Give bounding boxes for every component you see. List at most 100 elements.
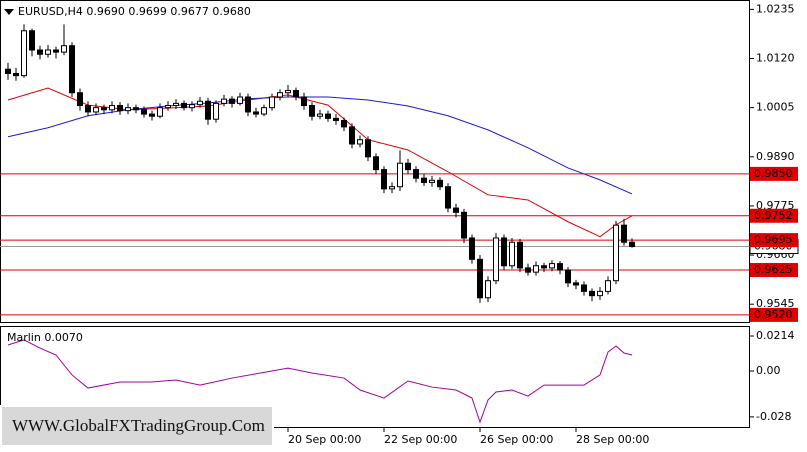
y-tick-label: 0.00 (756, 364, 781, 377)
candle-body (581, 284, 587, 292)
candle-body (469, 237, 475, 260)
candle-body (109, 105, 115, 111)
indicator-title: Marlin 0.0070 (7, 331, 83, 344)
candle-body (253, 111, 259, 115)
candle-body (53, 49, 59, 53)
level-label: 0.9520 (754, 308, 793, 321)
candle-body (373, 156, 379, 171)
candle-body (149, 113, 155, 117)
candle-body (621, 224, 627, 243)
candle-body (61, 45, 67, 53)
candle-body (133, 107, 139, 111)
level-label: 0.9625 (754, 263, 793, 276)
candle-body (173, 102, 179, 107)
candle-body (277, 92, 283, 98)
sub-frame (0, 326, 750, 428)
x-tick-label: 22 Sep 00:00 (384, 433, 457, 446)
x-tick-label: 28 Sep 00:00 (576, 433, 649, 446)
candle-body (213, 102, 219, 120)
candle-body (357, 139, 363, 145)
level-label-box (750, 233, 798, 248)
candle-body (5, 68, 11, 74)
candle-body (293, 90, 299, 98)
main-frame (0, 0, 750, 323)
candle-body (477, 258, 483, 299)
candle-body (509, 241, 515, 267)
candle-body (517, 241, 523, 269)
y-tick-label: -0.028 (756, 410, 791, 423)
candle-body (429, 179, 435, 183)
y-tick-label: 1.0005 (756, 101, 795, 114)
candle-body (397, 162, 403, 188)
plot-layer: 1.02351.01201.00050.98900.97750.96600.95… (0, 2, 799, 446)
candle-body (245, 96, 251, 113)
candle-body (117, 105, 123, 112)
candle-body (45, 49, 51, 55)
candle-body (261, 107, 267, 115)
candle-body (525, 267, 531, 273)
candle-body (101, 107, 107, 111)
candle-body (29, 30, 35, 51)
chart-title: EURUSD,H4 0.9690 0.9699 0.9677 0.9680 (18, 5, 251, 18)
candle-body (157, 107, 163, 117)
x-tick-label: 20 Sep 00:00 (288, 433, 361, 446)
candle-body (365, 139, 371, 158)
candle-body (629, 241, 635, 248)
candle-body (205, 100, 211, 120)
y-tick-label: 0.0214 (756, 329, 795, 342)
candle-body (141, 109, 147, 115)
candle-body (549, 263, 555, 269)
candle-body (93, 107, 99, 113)
watermark-box (0, 405, 274, 447)
level-label-box (750, 166, 798, 181)
candle-body (381, 169, 387, 190)
candle-body (237, 96, 243, 104)
level-label-box (750, 307, 798, 322)
candle-body (605, 280, 611, 292)
x-tick-label: 26 Sep 00:00 (480, 433, 553, 446)
candle-body (461, 211, 467, 239)
candle-body (493, 237, 499, 282)
candle-body (221, 98, 227, 104)
candle-body (13, 72, 19, 77)
candle-body (37, 49, 43, 55)
candle-body (309, 105, 315, 117)
candle-body (21, 30, 27, 77)
candle-body (197, 100, 203, 106)
level-label-box (750, 208, 798, 223)
candle-body (389, 186, 395, 190)
candle-body (349, 126, 355, 145)
candle-body (421, 177, 427, 183)
level-label: 0.9850 (754, 167, 793, 180)
candle-body (125, 107, 131, 112)
candle-body (485, 280, 491, 299)
candle-body (613, 224, 619, 282)
candle-body (533, 265, 539, 273)
candle-body (501, 237, 507, 267)
candle-body (565, 269, 571, 284)
y-tick-label: 0.9775 (756, 199, 795, 212)
candle-body (85, 105, 91, 113)
candle-body (341, 119, 347, 128)
candle-body (269, 96, 275, 109)
title-arrow (4, 9, 14, 15)
candle-body (445, 186, 451, 209)
candle-body (589, 290, 595, 297)
level-label-box (750, 263, 798, 278)
candle-body (181, 102, 187, 109)
candle-body (597, 290, 603, 297)
candle-body (285, 90, 291, 94)
candle-body (165, 105, 171, 109)
moving-average (7, 96, 633, 195)
candle-body (325, 113, 331, 119)
candle-body (437, 179, 443, 188)
candle-body (413, 169, 419, 179)
y-tick-label: 1.0120 (756, 52, 795, 65)
y-tick-label: 0.9890 (756, 150, 795, 163)
candle-body (317, 113, 323, 117)
candle-body (69, 45, 75, 94)
y-tick-label: 0.9545 (756, 297, 795, 310)
candle-body (405, 162, 411, 171)
candle-body (557, 263, 563, 271)
